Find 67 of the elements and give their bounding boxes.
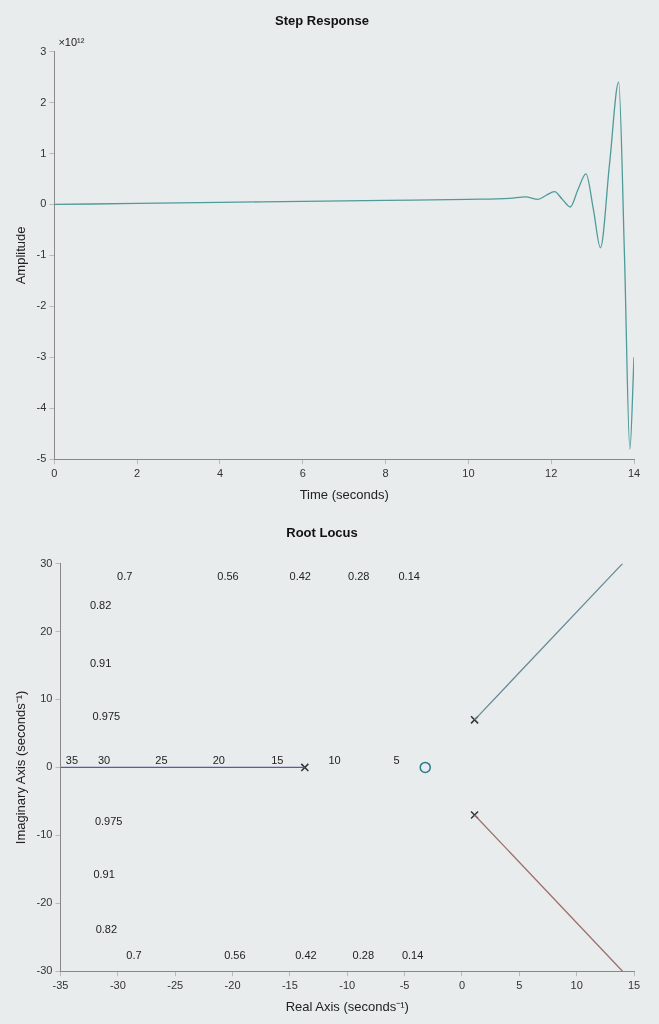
y-tick-label: 2 <box>40 95 47 108</box>
annotation: 0.82 <box>89 599 112 612</box>
x-axis-title: Time (seconds) <box>299 486 389 502</box>
x-tick-label: -10 <box>339 978 356 991</box>
x-tick-label: 12 <box>545 466 558 479</box>
x-tick-label: 0 <box>458 978 466 991</box>
x-tick-label: -5 <box>399 978 410 991</box>
point <box>419 761 431 774</box>
x-tick-label: 14 <box>627 466 641 479</box>
annotation: 0.14 <box>401 949 424 962</box>
x-tick-label: 2 <box>134 466 141 479</box>
x-tick-label: -20 <box>224 978 241 991</box>
annotation: 0.28 <box>352 949 375 962</box>
y-axis-title: Imaginary Axis (seconds⁻¹) <box>13 690 29 845</box>
y-axis-title: Amplitude <box>13 226 29 285</box>
annotation: 0.28 <box>348 570 370 583</box>
y-tick-label: 3 <box>40 44 47 57</box>
annotation: 0.82 <box>95 923 118 936</box>
x-tick-label: 5 <box>516 978 523 991</box>
y-tick-label: -2 <box>36 299 47 312</box>
x-tick-label: -35 <box>52 978 69 991</box>
y-tick-label: -10 <box>36 828 53 841</box>
annotation: 30 <box>97 754 111 767</box>
y-tick-label: 0 <box>40 197 47 210</box>
x-tick-label: -15 <box>281 978 298 991</box>
annotation: 25 <box>155 754 168 767</box>
annotation: 20 <box>212 754 225 767</box>
text: ×10¹² <box>58 36 85 49</box>
y-tick-label: -1 <box>36 248 47 261</box>
y-tick-label: -20 <box>36 896 53 909</box>
annotation: 5 <box>393 754 400 767</box>
y-tick-label: 0 <box>46 760 53 773</box>
annotation: 10 <box>328 754 341 767</box>
line-series <box>54 81 634 450</box>
annotation: 35 <box>65 754 79 767</box>
chart-title: Root Locus <box>286 525 358 541</box>
x-tick-label: 15 <box>627 978 641 991</box>
x-tick-label: 6 <box>299 466 306 479</box>
x-tick-label: -30 <box>109 978 126 991</box>
annotation: 0.975 <box>92 710 121 723</box>
y-tick-label: -5 <box>36 452 47 465</box>
annotation: 0.14 <box>398 570 420 583</box>
chart-title: Step Response <box>275 13 369 29</box>
point <box>300 763 310 772</box>
annotation: 0.56 <box>224 949 246 962</box>
annotation: 0.7 <box>126 949 142 962</box>
y-tick-label: 1 <box>40 146 47 159</box>
y-tick-label: -3 <box>36 350 47 363</box>
annotation: 0.7 <box>117 570 133 583</box>
y-tick-label: 10 <box>40 692 53 705</box>
x-tick-label: 4 <box>216 466 224 479</box>
x-tick-label: 10 <box>570 978 583 991</box>
x-axis-title: Real Axis (seconds⁻¹) <box>285 998 409 1014</box>
y-tick-label: -30 <box>36 964 53 977</box>
annotation: 15 <box>271 754 284 767</box>
x-tick-label: -25 <box>167 978 184 991</box>
y-tick-label: 30 <box>40 556 53 569</box>
annotation: 0.91 <box>93 868 115 881</box>
x-tick-label: 10 <box>462 466 475 479</box>
x-tick-label: 8 <box>382 466 389 479</box>
annotation: 0.91 <box>89 657 112 670</box>
y-tick-label: 20 <box>40 624 53 637</box>
annotation: 0.975 <box>94 814 123 827</box>
annotation: 0.42 <box>295 949 317 962</box>
annotation: 0.42 <box>289 570 311 583</box>
annotation: 0.56 <box>217 570 239 583</box>
y-tick-label: -4 <box>36 401 47 414</box>
